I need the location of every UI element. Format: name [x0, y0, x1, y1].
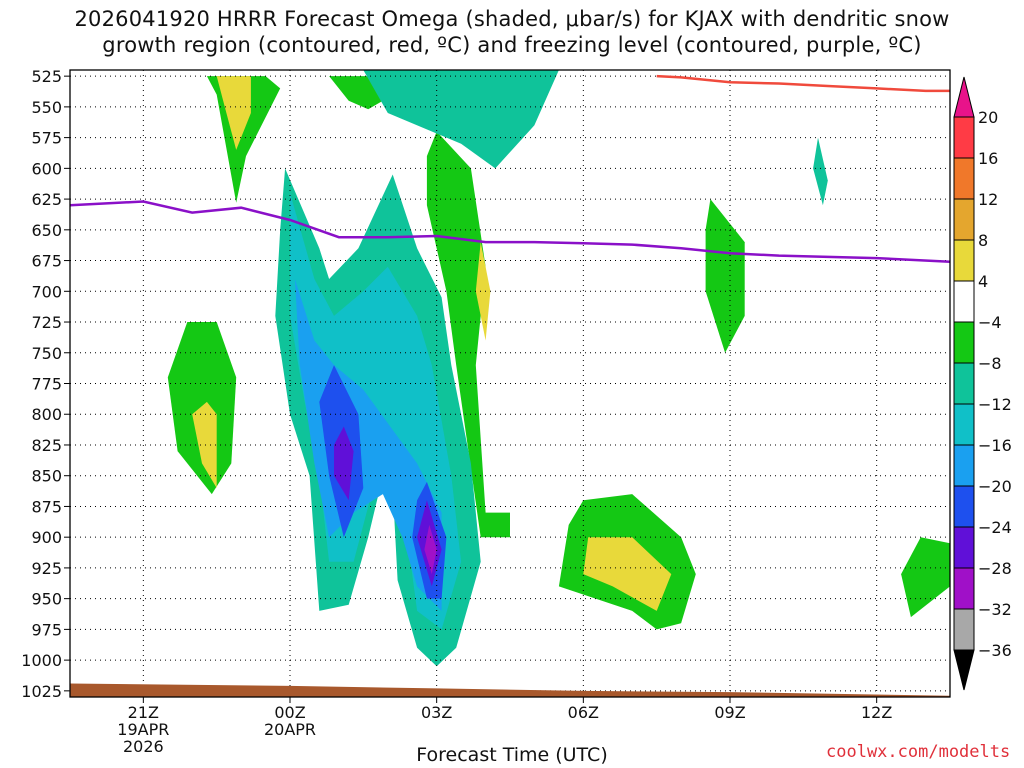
colorbar-label-13: −36	[978, 641, 1012, 660]
colorbar-top-arrow	[953, 76, 975, 118]
colorbar-label-4: 4	[978, 272, 988, 291]
dgz-line	[656, 74, 950, 93]
y-tick-label-775: 775	[31, 375, 62, 394]
colorbar-label-7: −12	[978, 395, 1012, 414]
omega-shading	[167, 70, 950, 667]
y-tick-label-825: 825	[31, 436, 62, 455]
colorbar-label-10: −24	[978, 518, 1012, 537]
colorbar-swatch-1	[953, 157, 975, 200]
omega-region-15	[294, 279, 442, 611]
omega-region-9	[583, 537, 672, 611]
y-tick-label-925: 925	[31, 559, 62, 578]
colorbar-label-5: −4	[978, 313, 1002, 332]
omega-region-10	[901, 537, 950, 618]
y-tick-label-575: 575	[31, 129, 62, 148]
y-tick-label-700: 700	[31, 282, 62, 301]
y-tick-label-800: 800	[31, 405, 62, 424]
y-tick-label-525: 525	[31, 67, 62, 86]
contour-lines	[70, 74, 950, 697]
omega-region-5	[705, 199, 745, 353]
omega-region-7	[192, 401, 217, 488]
y-tick-label-675: 675	[31, 252, 62, 271]
colorbar-swatch-0	[953, 116, 975, 159]
x-tick-label-12-0: 09Z	[714, 703, 745, 722]
colorbar-label-6: −8	[978, 354, 1002, 373]
colorbar-label-8: −16	[978, 436, 1012, 455]
terrain-fill	[70, 683, 950, 697]
x-tick-label-0-0: 21Z	[128, 703, 159, 722]
colorbar-label-9: −20	[978, 477, 1012, 496]
omega-region-1	[216, 76, 251, 150]
y-tick-label-975: 975	[31, 620, 62, 639]
omega-region-18	[334, 426, 354, 501]
colorbar-swatch-11	[953, 567, 975, 610]
colorbar-swatch-8	[953, 444, 975, 487]
colorbar-swatch-3	[953, 239, 975, 282]
colorbar: 20 16 12 8 4 −4 −8 −12 −16 −20 −24 −28 −32 −36	[953, 76, 1012, 691]
x-tick-label-0-2: 2026	[123, 737, 164, 756]
colorbar-label-12: −32	[978, 600, 1012, 619]
source-credit[interactable]: coolwx.com/modelts	[826, 742, 1011, 762]
y-tick-label-600: 600	[31, 159, 62, 178]
y-tick-label-900: 900	[31, 528, 62, 547]
chart-title-line-2: growth region (contoured, red, ºC) and f…	[102, 33, 922, 57]
y-tick-label-725: 725	[31, 313, 62, 332]
y-tick-label-850: 850	[31, 467, 62, 486]
colorbar-swatch-6	[953, 362, 975, 405]
colorbar-label-2: 12	[978, 190, 998, 209]
colorbar-swatch-7	[953, 403, 975, 446]
omega-region-3	[426, 131, 510, 538]
y-axis: 525 550 575 600 625 650 675 700 725 750 775 800 825 8…	[21, 67, 70, 701]
x-tick-label-3-1: 20APR	[264, 720, 316, 739]
y-tick-label-650: 650	[31, 221, 62, 240]
colorbar-bottom-arrow	[953, 649, 975, 691]
colorbar-label-0: 20	[978, 108, 998, 127]
colorbar-swatch-9	[953, 485, 975, 528]
y-tick-label-550: 550	[31, 98, 62, 117]
colorbar-swatch-10	[953, 526, 975, 569]
colorbar-swatch-2	[953, 198, 975, 241]
grid-lines	[70, 70, 950, 697]
x-tick-label-6-0: 03Z	[421, 703, 452, 722]
y-tick-label-625: 625	[31, 190, 62, 209]
omega-region-20	[424, 524, 437, 575]
x-tick-label-15-0: 12Z	[861, 703, 892, 722]
y-tick-label-750: 750	[31, 344, 62, 363]
colorbar-label-1: 16	[978, 149, 998, 168]
x-tick-label-9-0: 06Z	[568, 703, 599, 722]
omega-region-11	[363, 70, 559, 169]
y-tick-label-950: 950	[31, 590, 62, 609]
colorbar-swatch-4	[953, 280, 975, 323]
x-axis-title: Forecast Time (UTC)	[416, 744, 608, 766]
colorbar-swatch-12	[953, 608, 975, 651]
chart-title-line-1: 2026041920 HRRR Forecast Omega (shaded, …	[74, 7, 950, 31]
x-tick-label-3-0: 00Z	[274, 703, 305, 722]
omega-region-4	[475, 242, 491, 341]
x-tick-label-0-1: 19APR	[117, 720, 169, 739]
y-tick-label-1000: 1000	[21, 651, 62, 670]
freezing-level-line	[70, 200, 950, 264]
colorbar-label-3: 8	[978, 231, 988, 250]
omega-region-12	[813, 137, 828, 206]
y-tick-label-875: 875	[31, 497, 62, 516]
y-tick-label-1025: 1025	[21, 682, 62, 701]
colorbar-label-11: −28	[978, 559, 1012, 578]
colorbar-swatch-5	[953, 321, 975, 364]
